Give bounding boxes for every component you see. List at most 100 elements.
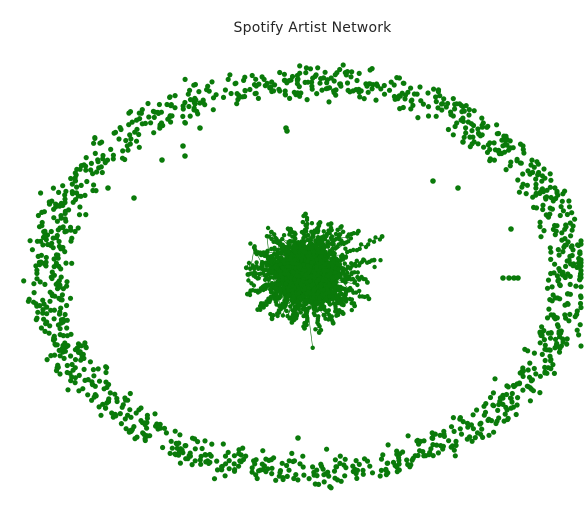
cluster-node bbox=[285, 226, 291, 231]
ring-node bbox=[55, 255, 61, 261]
ring-node bbox=[52, 293, 58, 299]
ring-node bbox=[533, 190, 539, 196]
ring-node bbox=[62, 199, 68, 206]
ring-node bbox=[56, 278, 62, 284]
ring-node bbox=[56, 203, 62, 209]
ring-node bbox=[313, 72, 319, 78]
cluster-node bbox=[288, 304, 293, 309]
ring-node bbox=[157, 421, 163, 427]
ring-node bbox=[552, 336, 559, 342]
ring-node bbox=[400, 80, 406, 86]
ring-node bbox=[207, 459, 213, 465]
ring-node bbox=[80, 386, 86, 392]
ring-node bbox=[186, 453, 192, 459]
ring-node bbox=[557, 345, 563, 351]
ring-node bbox=[157, 425, 163, 431]
cluster-node bbox=[340, 254, 345, 259]
ring-node bbox=[296, 84, 302, 90]
cluster-node bbox=[292, 243, 297, 248]
ring-node bbox=[450, 132, 456, 138]
ring-node bbox=[67, 224, 74, 230]
ring-node bbox=[384, 460, 390, 466]
cluster-node bbox=[328, 225, 334, 230]
ring-node bbox=[563, 224, 569, 230]
ring-node bbox=[36, 224, 43, 230]
ring-node bbox=[437, 432, 443, 438]
ring-node bbox=[461, 108, 467, 114]
ring-node bbox=[95, 159, 101, 165]
ring-node bbox=[452, 453, 458, 459]
ring-node bbox=[516, 189, 523, 195]
ring-node bbox=[548, 256, 554, 262]
ring-node bbox=[565, 239, 571, 245]
ring-node bbox=[577, 322, 583, 328]
ring-node bbox=[491, 140, 497, 146]
ring-node bbox=[56, 189, 62, 195]
ring-node bbox=[572, 216, 578, 222]
ring-node bbox=[520, 387, 526, 393]
ring-node bbox=[475, 126, 481, 132]
ring-node bbox=[520, 171, 526, 177]
ring-node bbox=[110, 156, 116, 162]
ring-node bbox=[272, 82, 278, 88]
ring-node bbox=[35, 309, 41, 315]
ring-node bbox=[344, 80, 351, 86]
ring-node bbox=[100, 401, 106, 407]
ring-node bbox=[404, 457, 410, 463]
ring-node bbox=[492, 376, 498, 382]
ring-node bbox=[94, 169, 100, 175]
ring-node bbox=[60, 349, 66, 355]
cluster-node bbox=[248, 288, 253, 293]
ring-node bbox=[234, 91, 240, 97]
ring-node bbox=[46, 330, 52, 336]
ring-node bbox=[219, 467, 225, 473]
ring-node bbox=[529, 377, 536, 383]
ring-node bbox=[60, 316, 66, 322]
inner-node bbox=[455, 185, 461, 191]
cluster-node bbox=[264, 263, 269, 268]
ring-node bbox=[537, 224, 543, 230]
ring-node bbox=[557, 282, 563, 288]
ring-node bbox=[126, 122, 132, 128]
ring-node bbox=[58, 213, 64, 219]
ring-node bbox=[570, 247, 576, 253]
cluster-node bbox=[269, 229, 274, 235]
cluster-node bbox=[355, 282, 360, 288]
ring-node bbox=[541, 228, 547, 234]
ring-node bbox=[431, 86, 437, 92]
ring-node bbox=[338, 83, 344, 89]
ring-node bbox=[138, 418, 144, 424]
ring-node bbox=[567, 281, 573, 287]
ring-node bbox=[542, 357, 548, 364]
ring-node bbox=[471, 139, 477, 145]
ring-node bbox=[530, 194, 536, 200]
ring-node bbox=[544, 315, 551, 321]
ring-node bbox=[360, 471, 366, 477]
ring-node bbox=[34, 303, 40, 309]
cluster-node bbox=[280, 265, 285, 270]
ring-node bbox=[46, 199, 52, 205]
ring-node bbox=[515, 177, 521, 183]
ring-node bbox=[112, 129, 119, 135]
ring-node bbox=[439, 107, 445, 113]
cluster-node bbox=[278, 294, 283, 299]
ring-node bbox=[231, 453, 237, 459]
ring-node bbox=[338, 478, 344, 484]
cluster-node bbox=[312, 312, 317, 318]
ring-node bbox=[437, 93, 443, 99]
ring-node bbox=[123, 426, 129, 432]
ring-node bbox=[361, 96, 367, 102]
ring-node bbox=[90, 367, 96, 373]
ring-node bbox=[576, 332, 582, 338]
cluster-node bbox=[281, 233, 287, 238]
ring-node bbox=[453, 438, 459, 444]
ring-node bbox=[333, 87, 339, 93]
ring-node bbox=[127, 141, 133, 147]
ring-node bbox=[231, 461, 237, 467]
cluster-node bbox=[349, 297, 355, 302]
ring-node bbox=[408, 98, 414, 104]
cluster-node bbox=[344, 288, 349, 294]
ring-node bbox=[273, 477, 279, 483]
ring-node bbox=[508, 405, 514, 411]
ring-node bbox=[120, 402, 126, 408]
